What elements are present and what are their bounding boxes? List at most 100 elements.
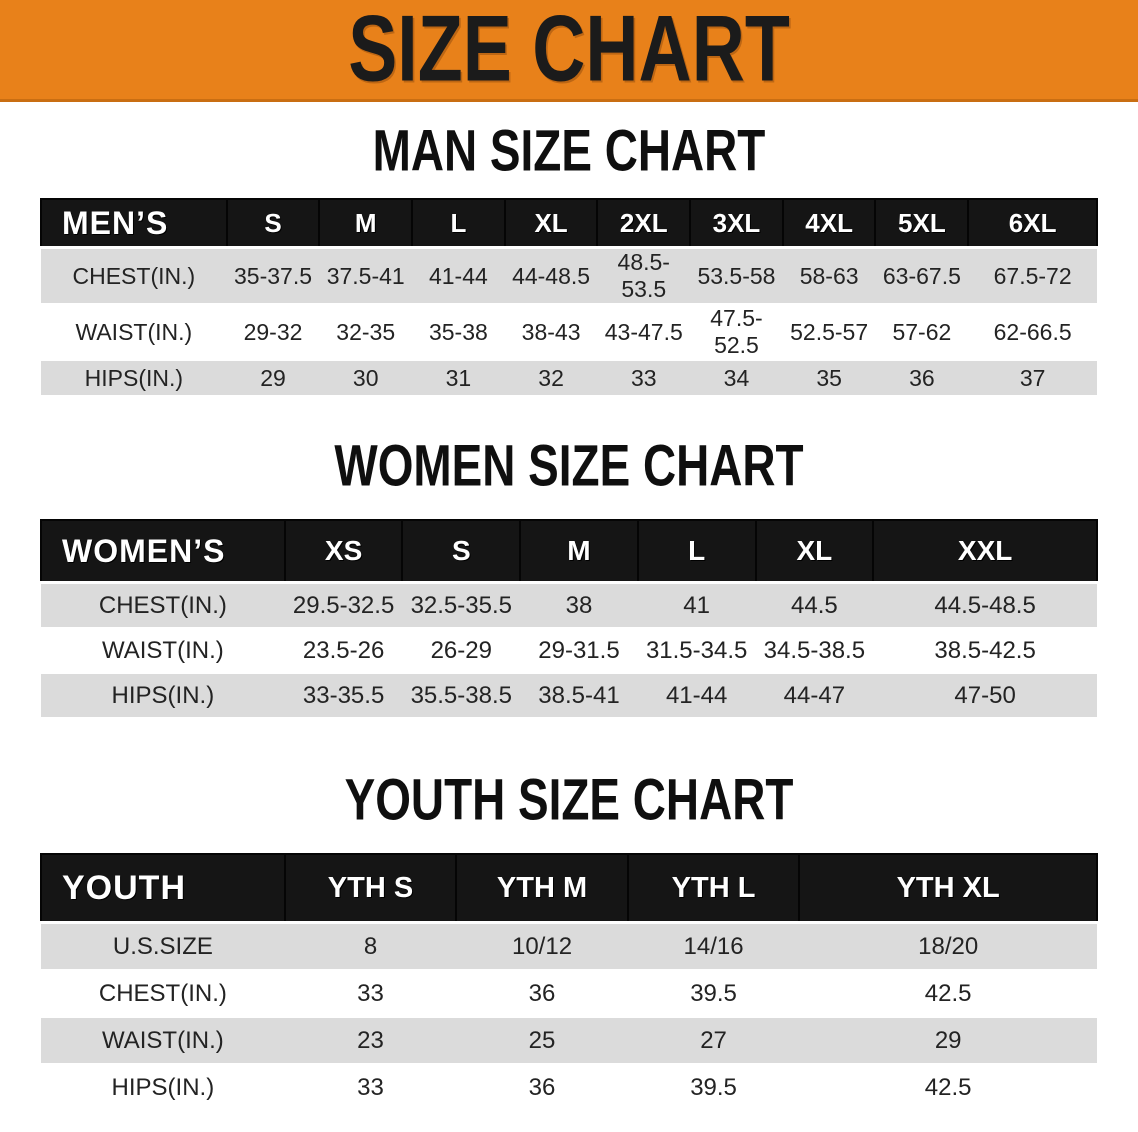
column-header-cell: XXL [872, 519, 1098, 584]
value-cell: 32.5-35.5 [402, 581, 521, 629]
value-cell: 29.5-32.5 [284, 581, 403, 629]
table-row: HIPS(IN.) 29 30 31 32 33 34 35 36 37 [41, 360, 1097, 397]
column-header-cell: XL [503, 198, 599, 249]
column-header-cell: YTH XL [798, 853, 1098, 924]
row-label-cell: CHEST(IN.) [41, 581, 285, 629]
women-section-heading: WOMEN SIZE CHART [0, 433, 1138, 499]
value-cell: 39.5 [627, 1064, 800, 1112]
value-cell: 36 [875, 360, 969, 397]
value-cell: 42.5 [799, 1064, 1097, 1112]
row-label-cell: HIPS(IN.) [41, 673, 285, 719]
value-cell: 41 [637, 581, 756, 629]
column-header-cell: 2XL [596, 198, 692, 249]
value-cell: 41-44 [637, 673, 756, 719]
column-header-cell: M [519, 519, 639, 584]
value-cell: 39.5 [627, 970, 800, 1018]
column-header-cell: S [401, 519, 522, 584]
value-cell: 18/20 [799, 921, 1097, 971]
column-header-cell: 5XL [874, 198, 970, 249]
size-chart-banner: SIZE CHART [0, 0, 1138, 102]
column-header-cell: L [411, 198, 506, 249]
row-label-cell: HIPS(IN.) [41, 1064, 285, 1112]
value-cell: 47-50 [873, 673, 1097, 719]
youth-section-heading-text: YOUTH SIZE CHART [344, 767, 794, 833]
value-cell: 35-37.5 [226, 246, 320, 305]
value-cell: 38-43 [504, 304, 598, 361]
value-cell: 14/16 [627, 921, 800, 971]
column-header-cell: YTH L [626, 853, 801, 924]
header-row: MEN’S S M L XL 2XL 3XL 4XL 5XL 6XL [40, 198, 1098, 249]
value-cell: 38.5-42.5 [873, 628, 1097, 674]
youth-size-table: YOUTH YTH S YTH M YTH L YTH XL U.S.SIZE 8 10/12… [40, 853, 1098, 1112]
value-cell: 44-48.5 [504, 246, 598, 305]
column-header-cell: XS [283, 519, 404, 584]
value-cell: 38.5-41 [520, 673, 638, 719]
value-cell: 33-35.5 [284, 673, 403, 719]
table-row: WAIST(IN.) 23.5-26 26-29 29-31.5 31.5-34.5 34… [41, 628, 1097, 674]
value-cell: 29 [799, 1017, 1097, 1065]
value-cell: 52.5-57 [782, 304, 876, 361]
value-cell: 63-67.5 [875, 246, 969, 305]
women-size-table: WOMEN’S XS S M L XL XXL CHEST(IN.) 29.5-32.5 32.5… [40, 519, 1098, 719]
table-row: WAIST(IN.) 29-32 32-35 35-38 38-43 43-47.5 47.… [41, 304, 1097, 361]
value-cell: 25 [456, 1017, 628, 1065]
value-cell: 35 [782, 360, 876, 397]
row-label-cell: U.S.SIZE [41, 921, 285, 971]
header-row: YOUTH YTH S YTH M YTH L YTH XL [40, 853, 1098, 924]
value-cell: 32 [504, 360, 598, 397]
value-cell: 57-62 [875, 304, 969, 361]
value-cell: 33 [284, 1064, 457, 1112]
value-cell: 29-32 [226, 304, 320, 361]
value-cell: 36 [456, 1064, 628, 1112]
value-cell: 48.5-53.5 [597, 246, 691, 305]
value-cell: 23 [284, 1017, 457, 1065]
value-cell: 35-38 [412, 304, 505, 361]
value-cell: 42.5 [799, 970, 1097, 1018]
value-cell: 41-44 [412, 246, 505, 305]
table-row: HIPS(IN.) 33 36 39.5 42.5 [41, 1064, 1097, 1112]
men-section-heading-text: MAN SIZE CHART [372, 118, 766, 184]
value-cell: 34.5-38.5 [755, 628, 874, 674]
row-label-cell: WAIST(IN.) [41, 1017, 285, 1065]
table-row: CHEST(IN.) 35-37.5 37.5-41 41-44 44-48.5 48.5… [41, 246, 1097, 305]
value-cell: 53.5-58 [690, 246, 783, 305]
row-label-cell: CHEST(IN.) [41, 246, 227, 305]
column-header-cell: YTH S [283, 853, 458, 924]
value-cell: 34 [690, 360, 783, 397]
value-cell: 36 [456, 970, 628, 1018]
column-header-cell: S [225, 198, 321, 249]
value-cell: 23.5-26 [284, 628, 403, 674]
section-women: WOMEN SIZE CHART WOMEN’S XS S M L XL XXL CHEST(… [0, 433, 1138, 719]
header-row: WOMEN’S XS S M L XL XXL [40, 519, 1098, 584]
table-title-cell: YOUTH [40, 853, 286, 924]
table-title-cell: WOMEN’S [40, 519, 286, 584]
table-title-cell: MEN’S [40, 198, 228, 249]
youth-table-wrap: YOUTH YTH S YTH M YTH L YTH XL U.S.SIZE 8 10/12… [0, 853, 1138, 1112]
value-cell: 31 [412, 360, 505, 397]
row-label-cell: WAIST(IN.) [41, 628, 285, 674]
value-cell: 44-47 [755, 673, 874, 719]
row-label-cell: CHEST(IN.) [41, 970, 285, 1018]
row-label-cell: WAIST(IN.) [41, 304, 227, 361]
value-cell: 31.5-34.5 [637, 628, 756, 674]
column-header-cell: 4XL [781, 198, 877, 249]
value-cell: 47.5-52.5 [690, 304, 783, 361]
section-men: MAN SIZE CHART MEN’S S M L XL 2XL 3XL 4XL 5XL 6XL… [0, 118, 1138, 397]
youth-section-heading: YOUTH SIZE CHART [0, 767, 1138, 833]
men-section-heading: MAN SIZE CHART [0, 118, 1138, 184]
value-cell: 37.5-41 [319, 246, 413, 305]
table-row: CHEST(IN.) 29.5-32.5 32.5-35.5 38 41 44.5 44.5… [41, 581, 1097, 629]
value-cell: 33 [284, 970, 457, 1018]
value-cell: 10/12 [456, 921, 628, 971]
value-cell: 43-47.5 [597, 304, 691, 361]
women-table-wrap: WOMEN’S XS S M L XL XXL CHEST(IN.) 29.5-32.5 32.5… [0, 519, 1138, 719]
women-section-heading-text: WOMEN SIZE CHART [334, 433, 804, 499]
value-cell: 26-29 [402, 628, 521, 674]
value-cell: 58-63 [782, 246, 876, 305]
value-cell: 29 [226, 360, 320, 397]
column-header-cell: L [636, 519, 757, 584]
column-header-cell: 3XL [689, 198, 784, 249]
section-youth: YOUTH SIZE CHART YOUTH YTH S YTH M YTH L YTH… [0, 767, 1138, 1112]
men-table-wrap: MEN’S S M L XL 2XL 3XL 4XL 5XL 6XL CHEST(IN.) 35-37… [0, 198, 1138, 397]
size-chart-content: MAN SIZE CHART MEN’S S M L XL 2XL 3XL 4XL 5XL 6XL… [0, 118, 1138, 1132]
